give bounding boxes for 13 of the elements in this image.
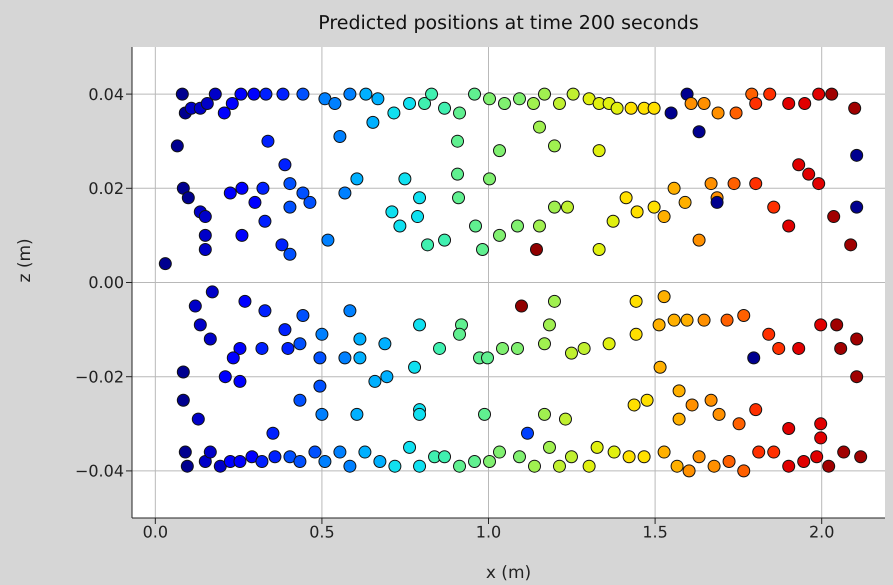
x-tick-label: 0.5 [309,522,335,542]
y-axis-title: z (m) [15,238,36,282]
x-axis-title: x (m) [486,563,532,583]
y-tick-label: 0.00 [88,273,124,292]
y-tick-label: −0.02 [74,367,124,386]
x-tick-label: 2.0 [808,522,834,542]
chart-title: Predicted positions at time 200 seconds [317,12,700,34]
y-tick-label: 0.04 [88,84,124,104]
y-tick-label: −0.04 [74,462,124,481]
x-tick-label: 1.5 [642,522,668,542]
x-tick-label: 0.0 [142,522,168,542]
y-tick-label: 0.02 [88,178,124,198]
x-tick-label: 1.0 [476,522,502,542]
